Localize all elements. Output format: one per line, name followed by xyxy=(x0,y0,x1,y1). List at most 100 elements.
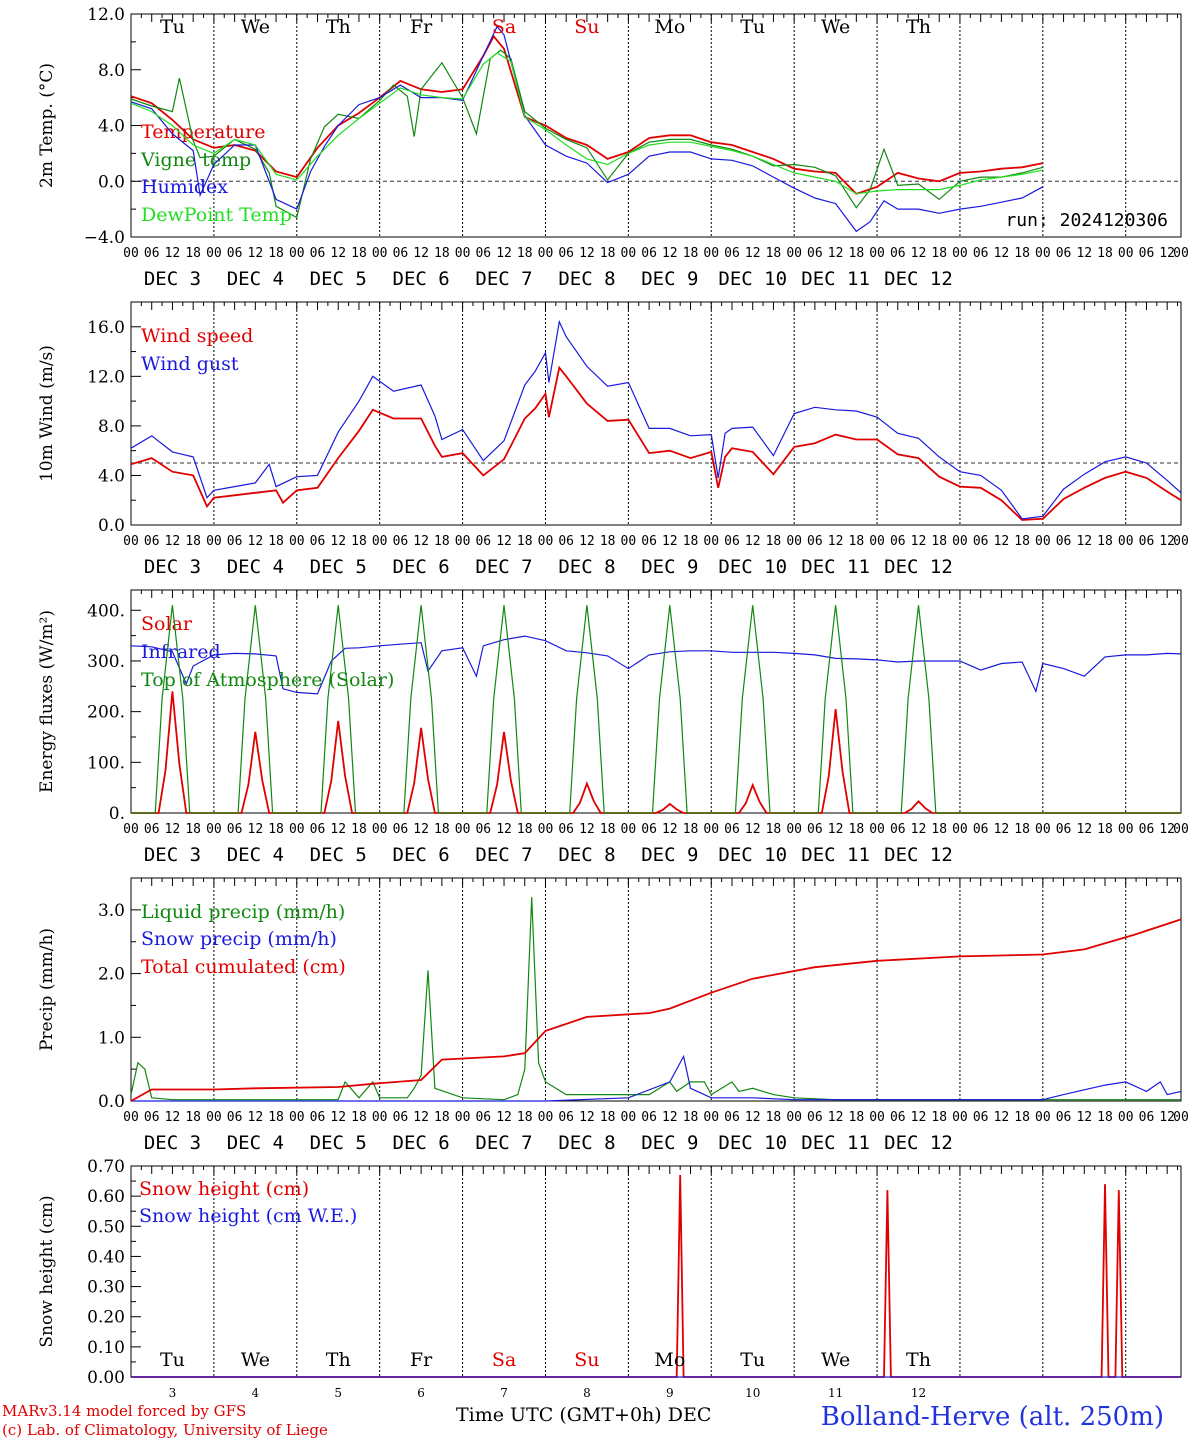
hour-tick-label: 18 xyxy=(351,534,367,549)
weekday-label: Sa xyxy=(492,1349,516,1371)
y-tick-label: 4.0 xyxy=(98,466,125,486)
date-label: DEC 4 xyxy=(227,556,284,578)
hour-tick-label: 00 xyxy=(786,1110,802,1125)
legend-entry: Liquid precip (mm/h) xyxy=(141,901,345,923)
day-number-label: 6 xyxy=(417,1386,425,1400)
hour-tick-label: 12 xyxy=(994,822,1010,837)
weekday-label: Th xyxy=(906,16,931,38)
hour-tick-label: 00 xyxy=(1035,246,1051,261)
hour-tick-label: 18 xyxy=(1097,1110,1113,1125)
series-line xyxy=(130,34,1043,195)
hour-tick-label: 06 xyxy=(393,1110,409,1125)
hour-tick-label: 00 xyxy=(289,1110,305,1125)
panel-frame xyxy=(130,589,1182,814)
hour-tick-label: 12 xyxy=(662,822,678,837)
hour-tick-label: 00 xyxy=(1173,246,1189,261)
hour-tick-label: 12 xyxy=(1159,534,1175,549)
y-tick-label: 0. xyxy=(109,804,125,824)
date-label: DEC 7 xyxy=(475,268,532,290)
hour-tick-label: 06 xyxy=(144,822,160,837)
hour-tick-label: 06 xyxy=(807,822,823,837)
hour-tick-label: 06 xyxy=(641,534,657,549)
hour-tick-label: 12 xyxy=(745,246,761,261)
legend-entry: Snow height (cm) xyxy=(139,1178,309,1200)
date-label: DEC 11 xyxy=(801,844,870,866)
hour-tick-label: 18 xyxy=(1097,534,1113,549)
y-tick-label: 0.0 xyxy=(98,172,125,192)
hour-tick-label: 12 xyxy=(248,1110,264,1125)
hour-tick-label: 12 xyxy=(1159,1110,1175,1125)
hour-tick-label: 12 xyxy=(1076,822,1092,837)
hour-tick-label: 06 xyxy=(1056,534,1072,549)
hour-tick-label: 00 xyxy=(869,534,885,549)
y-tick-label: 16.0 xyxy=(87,318,125,338)
date-label: DEC 9 xyxy=(641,556,698,578)
panel-frame xyxy=(130,301,1182,526)
hour-tick-label: 12 xyxy=(496,534,512,549)
hour-tick-label: 18 xyxy=(931,534,947,549)
date-label: DEC 5 xyxy=(310,268,367,290)
hour-tick-label: 06 xyxy=(890,534,906,549)
series-line xyxy=(130,25,1044,233)
date-label: DEC 4 xyxy=(227,844,284,866)
hour-tick-label: 00 xyxy=(786,246,802,261)
series-line xyxy=(130,918,1182,1102)
hour-tick-label: 06 xyxy=(724,534,740,549)
y-axis-label: Precip (mm/h) xyxy=(37,928,57,1051)
hour-tick-label: 00 xyxy=(123,822,139,837)
hour-tick-label: 00 xyxy=(952,822,968,837)
hour-tick-label: 18 xyxy=(434,246,450,261)
y-tick-label: 0.0 xyxy=(98,1092,125,1112)
y-tick-label: 12.0 xyxy=(87,367,125,387)
date-label: DEC 12 xyxy=(884,268,953,290)
date-label: DEC 12 xyxy=(884,556,953,578)
hour-tick-label: 18 xyxy=(600,534,616,549)
date-label: DEC 9 xyxy=(641,1132,698,1154)
weekday-label: Tu xyxy=(160,1349,185,1371)
hour-tick-label: 06 xyxy=(1139,534,1155,549)
date-label: DEC 6 xyxy=(393,556,450,578)
hour-tick-label: 12 xyxy=(911,534,927,549)
hour-tick-label: 18 xyxy=(434,534,450,549)
legend-entry: Humidex xyxy=(141,176,228,198)
day-number-label: 8 xyxy=(583,1386,591,1400)
day-number-label: 5 xyxy=(334,1386,342,1400)
hour-tick-label: 00 xyxy=(703,822,719,837)
hour-tick-label: 12 xyxy=(828,1110,844,1125)
hour-tick-label: 06 xyxy=(724,246,740,261)
hour-tick-label: 18 xyxy=(434,822,450,837)
hour-tick-label: 00 xyxy=(289,246,305,261)
hour-tick-label: 12 xyxy=(165,246,181,261)
y-tick-label: 0.50 xyxy=(87,1217,125,1237)
weekday-label: We xyxy=(241,1349,270,1371)
hour-tick-label: 00 xyxy=(703,246,719,261)
weekday-label: We xyxy=(241,16,270,38)
hour-tick-label: 12 xyxy=(413,246,429,261)
hour-tick-label: 18 xyxy=(351,822,367,837)
hour-tick-label: 18 xyxy=(1014,246,1030,261)
date-label: DEC 5 xyxy=(310,1132,367,1154)
hour-tick-label: 12 xyxy=(248,534,264,549)
weekday-label: Fr xyxy=(410,1349,433,1371)
date-label: DEC 3 xyxy=(144,1132,201,1154)
legend-entry: Infrared xyxy=(141,641,221,663)
y-tick-label: −4.0 xyxy=(84,228,125,248)
hour-tick-label: 18 xyxy=(185,822,201,837)
date-label: DEC 6 xyxy=(393,268,450,290)
legend-entry: Wind speed xyxy=(141,325,253,347)
hour-tick-label: 06 xyxy=(1056,1110,1072,1125)
y-tick-label: 0.30 xyxy=(87,1278,125,1298)
day-number-label: 7 xyxy=(500,1386,508,1400)
date-label: DEC 7 xyxy=(475,844,532,866)
hour-tick-label: 06 xyxy=(475,534,491,549)
hour-tick-label: 06 xyxy=(724,1110,740,1125)
hour-tick-label: 06 xyxy=(641,1110,657,1125)
hour-tick-label: 00 xyxy=(1035,534,1051,549)
hour-tick-label: 18 xyxy=(517,1110,533,1125)
date-label: DEC 10 xyxy=(718,1132,787,1154)
day-number-label: 11 xyxy=(828,1386,843,1400)
hour-tick-label: 18 xyxy=(185,534,201,549)
hour-tick-label: 00 xyxy=(621,822,637,837)
hour-tick-label: 12 xyxy=(496,246,512,261)
series-line xyxy=(131,1054,1182,1102)
